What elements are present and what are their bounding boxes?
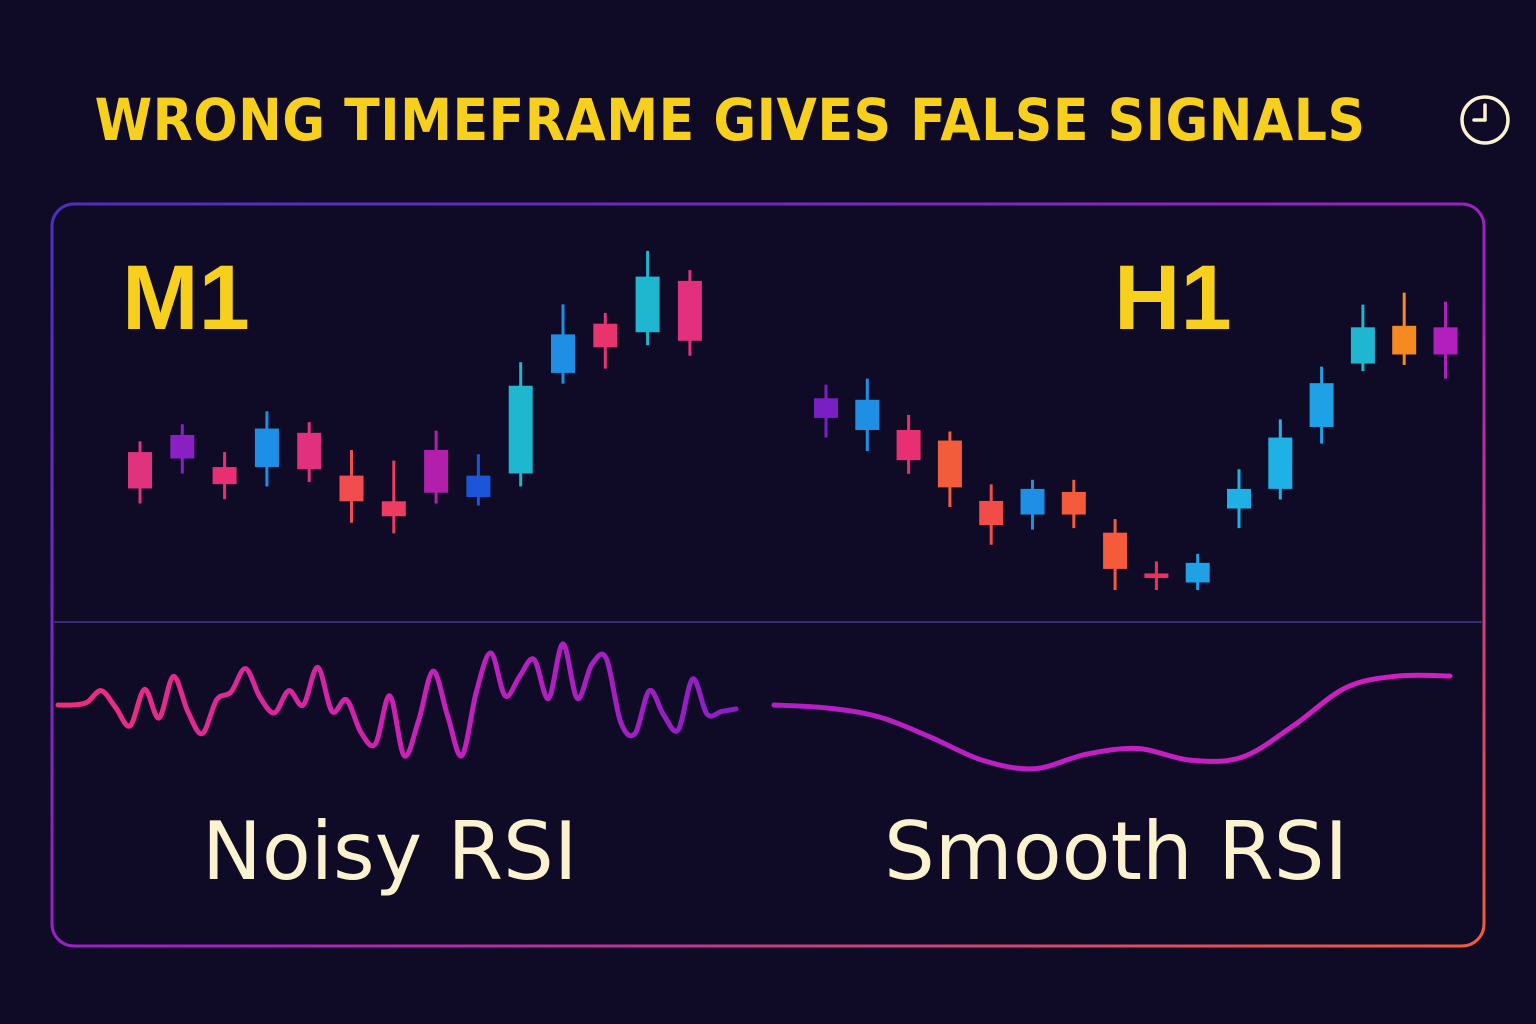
chart-title: WRONG TIMEFRAME GIVES FALSE SIGNALS xyxy=(0,80,1536,160)
timeframe-label-m1: M1 xyxy=(122,247,250,349)
m1-candle-13 xyxy=(635,250,660,346)
m1-candle-1 xyxy=(128,441,152,504)
h1-candle-2 xyxy=(855,378,880,452)
h1-candle-16 xyxy=(1433,301,1458,379)
h1-candle-1 xyxy=(814,384,838,438)
m1-candle-7 xyxy=(381,460,406,534)
m1-candle-5 xyxy=(297,422,322,483)
h1-candle-9 xyxy=(1144,561,1169,591)
rsi-line-noisy xyxy=(55,641,739,759)
h1-candle-4 xyxy=(937,431,962,507)
caption-smooth-rsi: Smooth RSI xyxy=(884,805,1349,898)
m1-candle-3 xyxy=(212,452,237,500)
m1-candle-11 xyxy=(551,304,575,384)
h1-candle-13 xyxy=(1309,366,1334,444)
m1-candle-8 xyxy=(424,430,449,504)
m1-candle-14 xyxy=(677,270,702,356)
m1-candle-9 xyxy=(466,454,491,506)
m1-candle-4 xyxy=(254,411,279,487)
m1-candle-10 xyxy=(508,362,533,487)
title-text: WRONG TIMEFRAME GIVES FALSE SIGNALS xyxy=(94,86,1366,154)
clock-icon xyxy=(1460,95,1510,145)
m1-candle-2 xyxy=(170,424,195,474)
candlestick-series-m1 xyxy=(128,250,702,534)
caption-noisy-rsi: Noisy RSI xyxy=(202,805,578,898)
rsi-line-smooth xyxy=(771,672,1453,772)
h1-candle-12 xyxy=(1268,419,1293,500)
h1-candle-11 xyxy=(1227,469,1251,529)
h1-candle-15 xyxy=(1392,292,1417,366)
h1-candle-10 xyxy=(1185,553,1210,591)
h1-candle-7 xyxy=(1061,479,1086,529)
h1-candle-8 xyxy=(1103,519,1128,591)
h1-candle-3 xyxy=(896,414,921,474)
h1-candle-5 xyxy=(979,484,1004,545)
m1-candle-6 xyxy=(339,449,364,523)
m1-candle-12 xyxy=(593,312,618,369)
timeframe-label-h1: H1 xyxy=(1114,247,1232,349)
h1-candle-6 xyxy=(1020,479,1045,530)
candlestick-series-h1 xyxy=(814,292,1458,591)
h1-candle-14 xyxy=(1350,304,1375,372)
